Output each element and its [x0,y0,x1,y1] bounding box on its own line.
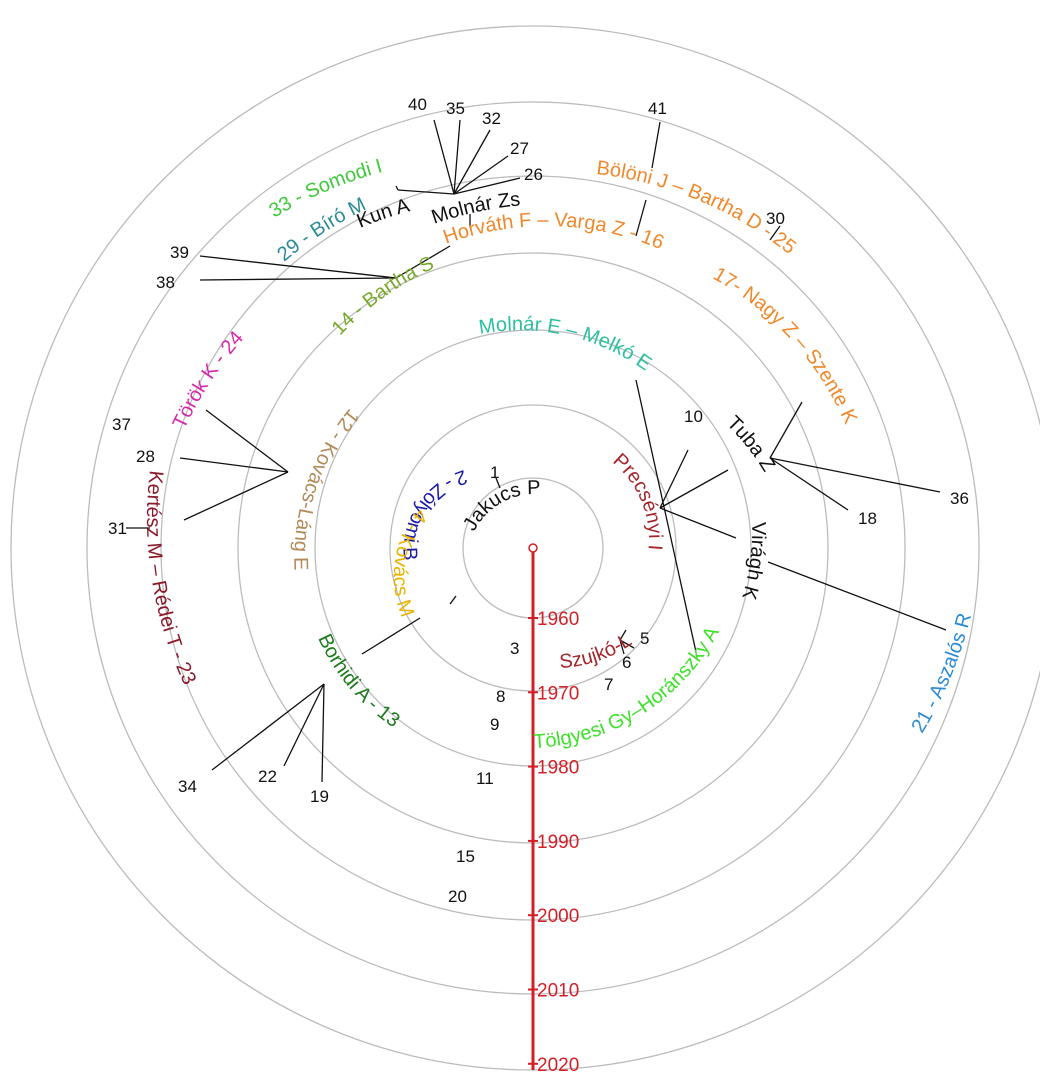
leader-line [449,595,457,605]
year-label-1960: 1960 [537,609,579,630]
arc-label-nagy: 17- Nagy Z – Szente K [710,263,862,428]
leader-line [397,189,455,195]
number-label: 22 [258,767,277,786]
number-label: 10 [684,407,703,426]
arc-label-precsenyi: Precsényi I [609,449,666,551]
number-label: 27 [510,139,529,158]
number-label: 40 [408,95,427,114]
number-label: 30 [766,209,785,228]
number-label: 20 [448,887,467,906]
number-label: 41 [648,99,667,118]
year-label-1990: 1990 [537,832,579,853]
arc-label-borhidi: Borhidi A - 13 [313,631,403,732]
number-label: 37 [112,415,131,434]
leader-line [769,401,803,459]
leader-line [769,457,941,493]
number-label: 6 [622,653,631,672]
year-label-1980: 1980 [537,758,579,779]
arc-label-torok: Török K - 24 [169,327,248,432]
arc-label-kovacs-m: 4 - Kovács M [389,505,432,620]
leader-line [635,379,697,653]
number-label: 5 [640,629,649,648]
leader-line [769,225,781,241]
number-label: 19 [310,787,329,806]
leader-line [619,629,627,641]
arc-label-jakucs: Jakucs P [459,477,541,535]
leader-line [283,683,325,767]
number-label: 11 [476,769,494,788]
number-label: 28 [136,447,155,466]
leader-line [659,507,737,539]
leader-line [179,457,289,473]
leader-line [619,639,625,655]
leader-line [453,177,521,195]
arc-label-kertesz: Kertész M – Rédei T - 23 [142,469,200,688]
number-label: 9 [490,715,499,734]
year-label-1970: 1970 [537,683,579,704]
number-label: 18 [858,509,877,528]
number-label: 39 [170,243,189,262]
leader-line [619,639,635,649]
leader-line [769,457,849,511]
leader-line [211,683,325,771]
leader-line [659,469,729,509]
number-label: 31 [108,519,127,538]
leader-line [321,683,325,783]
leader-line [199,277,397,281]
number-label: 3 [510,639,519,658]
leader-line [183,471,289,521]
year-label-2010: 2010 [537,981,579,1002]
number-label: 34 [178,777,197,796]
leader-line [433,119,455,195]
arc-label-bartha-s: 14 - Bartha S [328,252,438,339]
arc-label-tuba: Tuba Z [722,412,779,476]
leader-line [659,449,689,509]
number-label: 1 [490,463,499,482]
arc-label-kovacs-lang: 12 - Kovács-Láng E [289,405,363,571]
number-label: 36 [950,489,969,508]
leader-line [361,617,421,655]
leader-lines [126,119,947,783]
leader-line [453,119,461,195]
year-label-2000: 2000 [537,906,579,927]
number-label: 26 [524,165,543,184]
number-label: 38 [156,273,175,292]
number-label: 7 [604,675,613,694]
leader-line [767,561,947,631]
leader-line [205,409,289,473]
arc-label-viragh: Virágh K [737,522,769,603]
timeline-axis: 1960 1970 1980 1990 2000 2010 2020 [528,543,579,1074]
leader-line [495,477,501,489]
arc-label-molnar-e: Molnár E – Melkó E [477,313,655,375]
leader-line [199,255,397,279]
timeline-origin [528,543,538,553]
arc-label-boloni: Bölöni J – Bartha D - 25 [595,157,800,259]
leader-line [395,185,399,191]
number-label: 8 [496,687,505,706]
leader-line [453,129,491,195]
arc-label-szujko: Szujkó-L J [0,0,636,673]
leader-line [453,155,509,195]
number-label: 15 [456,847,475,866]
year-ticks: 1960 1970 1980 1990 2000 2010 2020 [528,609,579,1074]
number-label: 35 [446,99,465,118]
doctoral-student-numbers: 1 3 5 6 7 8 9 10 11 15 18 19 20 22 26 27… [108,95,969,906]
leader-line [395,245,451,279]
leader-line [651,121,661,169]
arc-label-aszalos: 21 - Aszalós R [907,611,976,737]
number-label: 32 [482,109,501,128]
year-label-2020: 2020 [537,1055,579,1074]
leader-line [635,199,647,237]
